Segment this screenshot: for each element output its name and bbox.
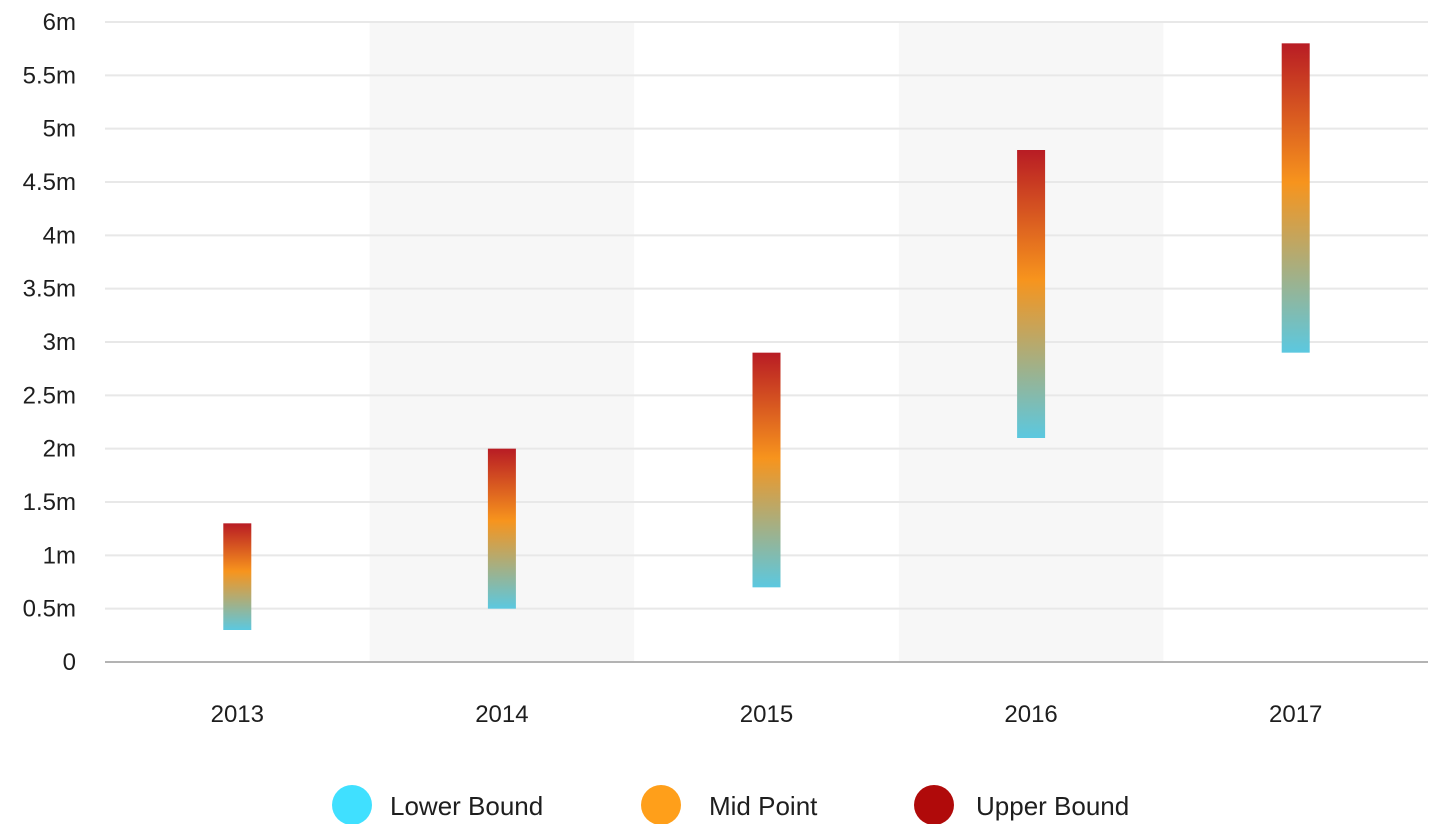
y-tick-label: 0.5m [23, 596, 76, 623]
x-axis-ticks: 2013 2014 2015 2016 2017 [211, 701, 1323, 728]
y-tick-label: 2m [43, 436, 76, 463]
y-tick-label: 4m [43, 222, 76, 249]
legend-item[interactable]: Lower Bound [332, 785, 543, 824]
range-bar[interactable] [487, 448, 516, 609]
legend-marker [641, 785, 681, 824]
y-tick-label: 1.5m [23, 489, 76, 516]
range-bar[interactable] [752, 352, 781, 588]
range-bar[interactable] [1017, 150, 1046, 438]
legend-label: Mid Point [709, 791, 818, 821]
y-tick-label: 2.5m [23, 382, 76, 409]
x-tick-label: 2013 [211, 701, 264, 728]
y-tick-label: 1m [43, 542, 76, 569]
x-tick-label: 2015 [740, 701, 793, 728]
range-bar[interactable] [1281, 43, 1310, 353]
y-tick-label: 6m [43, 9, 76, 36]
legend-marker [914, 785, 954, 824]
y-tick-label: 4.5m [23, 169, 76, 196]
legend-item[interactable]: Upper Bound [914, 785, 1129, 824]
x-tick-label: 2017 [1269, 701, 1322, 728]
legend-label: Lower Bound [390, 791, 543, 821]
legend-label: Upper Bound [976, 791, 1129, 821]
legend: Lower Bound Mid Point Upper Bound [332, 785, 1129, 824]
range-bar[interactable] [223, 523, 252, 630]
legend-item[interactable]: Mid Point [641, 785, 818, 824]
x-tick-label: 2016 [1004, 701, 1057, 728]
y-axis-ticks: 0 0.5m 1m 1.5m 2m 2.5m 3m 3.5m 4m 4.5m 5m 5.5m 6m [23, 9, 76, 676]
y-tick-label: 0 [63, 649, 76, 676]
legend-marker [332, 785, 372, 824]
gridlines [105, 21, 1428, 610]
y-tick-label: 5m [43, 116, 76, 143]
y-tick-label: 3m [43, 329, 76, 356]
x-tick-label: 2014 [475, 701, 528, 728]
y-tick-label: 5.5m [23, 62, 76, 89]
range-bars [223, 43, 1310, 630]
y-tick-label: 3.5m [23, 276, 76, 303]
